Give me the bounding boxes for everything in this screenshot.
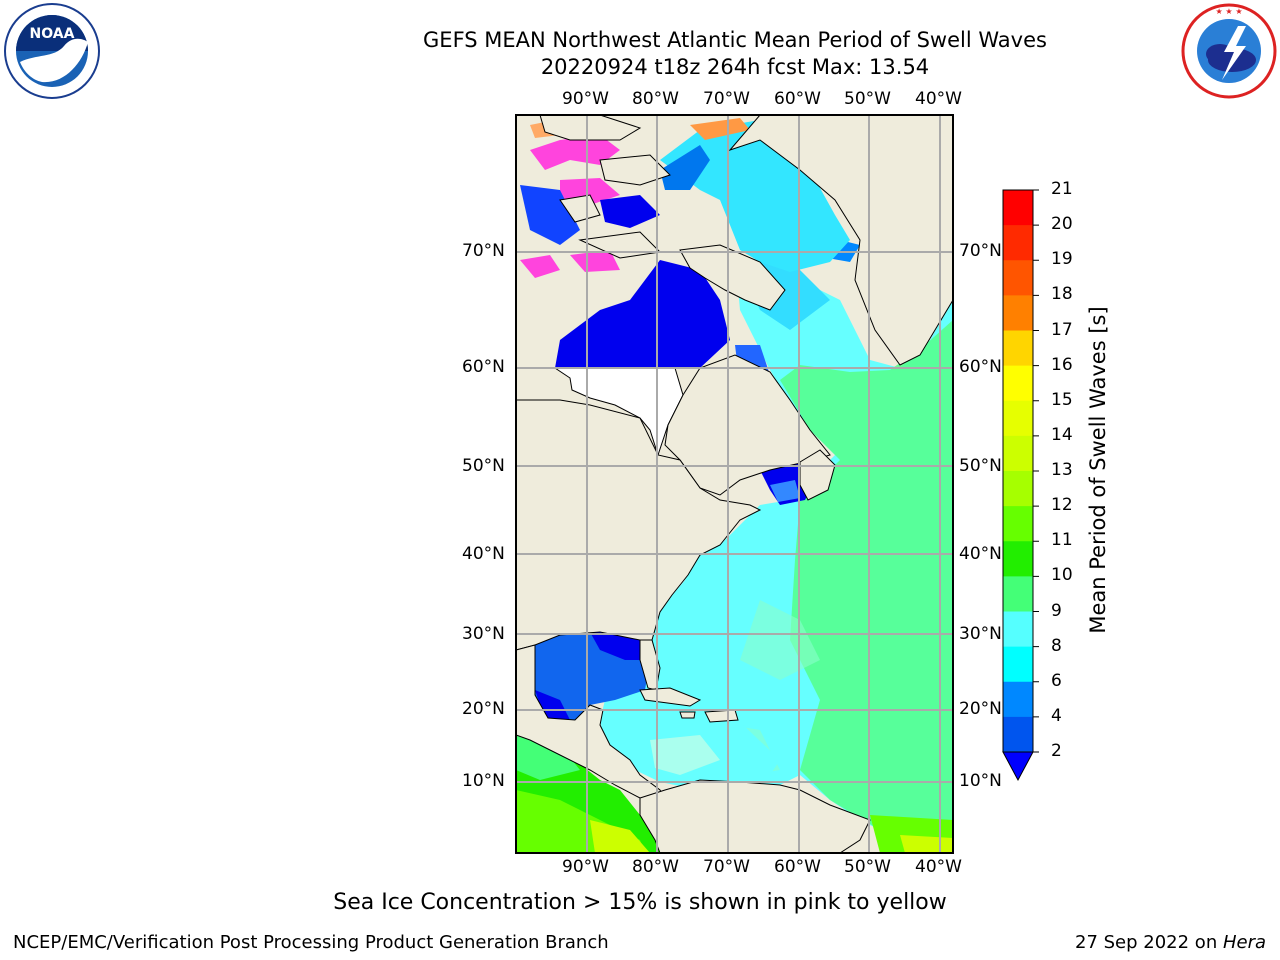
lon-label-top: 40°W — [915, 89, 962, 109]
lat-label-right: 60°N — [959, 357, 1002, 377]
lat-label-left: 30°N — [462, 624, 505, 644]
lon-label-top: 70°W — [703, 89, 750, 109]
colorbar-tick-label: 17 — [1051, 319, 1073, 340]
colorbar-tick-label: 9 — [1051, 600, 1062, 621]
colorbar-tick-label: 6 — [1051, 670, 1062, 691]
colorbar-band — [1003, 611, 1033, 648]
colorbar-tick-label: 10 — [1051, 565, 1073, 586]
map-subtitle: 20220924 t18z 264h fcst Max: 13.54 — [540, 55, 930, 79]
map-title: GEFS MEAN Northwest Atlantic Mean Period… — [423, 28, 1047, 52]
cuba — [639, 687, 702, 707]
colorbar-tick-label: 12 — [1051, 495, 1073, 516]
colorbar-tick-label: 16 — [1051, 354, 1073, 375]
colorbar-band — [1003, 646, 1033, 683]
noaa-logo-text: NOAA — [30, 26, 75, 42]
lat-label-right: 70°N — [959, 241, 1002, 261]
noaa-logo: NOAA — [4, 3, 100, 99]
lat-label-right: 30°N — [959, 624, 1002, 644]
lon-label-bottom: 40°W — [915, 857, 962, 877]
colorbar-band — [1003, 471, 1033, 507]
colorbar-band — [1003, 576, 1033, 612]
colorbar-band — [1003, 681, 1033, 718]
colorbar-band — [1003, 330, 1033, 367]
colorbar-tick-label: 19 — [1051, 249, 1073, 270]
lon-label-top: 90°W — [562, 89, 609, 109]
colorbar-band — [1003, 400, 1033, 437]
arctic-islands — [599, 154, 671, 186]
colorbar-tick-label: 4 — [1051, 705, 1062, 726]
colorbar-tick-label: 8 — [1051, 635, 1062, 656]
lon-label-bottom: 90°W — [562, 857, 609, 877]
lat-label-right: 50°N — [959, 456, 1002, 476]
lon-label-bottom: 80°W — [632, 857, 679, 877]
lat-label-left: 70°N — [462, 241, 505, 261]
lon-label-bottom: 70°W — [703, 857, 750, 877]
lat-label-left: 60°N — [462, 357, 505, 377]
credit-text: NCEP/EMC/Verification Post Processing Pr… — [13, 932, 609, 953]
lon-label-top: 50°W — [844, 89, 891, 109]
south-america — [639, 779, 871, 853]
nws-logo: ★ ★ ★ — [1181, 3, 1277, 99]
hudson-bay — [555, 260, 730, 368]
lon-label-bottom: 60°W — [774, 857, 821, 877]
date-stamp: 27 Sep 2022 on Hera — [1075, 932, 1266, 953]
colorbar-band — [1003, 190, 1033, 226]
colorbar-band — [1003, 541, 1033, 577]
colorbar-band — [1003, 295, 1033, 331]
colorbar-band — [1003, 225, 1033, 261]
machine-name: Hera — [1222, 932, 1266, 953]
colorbar — [1002, 189, 1039, 782]
mexico-central-america — [516, 644, 666, 801]
colorbar-band — [1003, 260, 1033, 296]
greenland — [728, 115, 953, 366]
colorbar-tick-label: 21 — [1051, 179, 1073, 199]
colorbar-tick-label: 20 — [1051, 214, 1073, 235]
sea-ice-pink — [530, 135, 620, 170]
gridlines — [516, 115, 953, 853]
colorbar-tick-label: 14 — [1051, 424, 1073, 445]
svg-text:★ ★ ★: ★ ★ ★ — [1215, 7, 1242, 16]
lat-label-left: 10°N — [462, 771, 505, 791]
map-frame — [515, 114, 954, 854]
lon-label-top: 60°W — [774, 89, 821, 109]
colorbar-extend-arrow — [1002, 751, 1034, 782]
colorbar-label: Mean Period of Swell Waves [s] — [1086, 306, 1110, 634]
colorbar-band — [1003, 506, 1033, 542]
lat-label-right: 40°N — [959, 544, 1002, 564]
lon-label-bottom: 50°W — [844, 857, 891, 877]
lat-label-right: 20°N — [959, 699, 1002, 719]
colorbar-tick-label: 11 — [1051, 530, 1073, 551]
baffin-island — [679, 244, 786, 311]
colorbar-tick-label: 2 — [1051, 741, 1062, 761]
sea-ice-note: Sea Ice Concentration > 15% is shown in … — [333, 890, 947, 915]
date-text: 27 Sep 2022 on — [1075, 932, 1223, 953]
lat-label-right: 10°N — [959, 771, 1002, 791]
colorbar-band — [1003, 716, 1033, 753]
lon-label-top: 80°W — [632, 89, 679, 109]
ocean-green-zone — [780, 320, 953, 845]
lat-label-left: 40°N — [462, 544, 505, 564]
colorbar-tick-label: 13 — [1051, 460, 1073, 480]
colorbar-tick-label: 18 — [1051, 284, 1073, 305]
lat-label-left: 20°N — [462, 699, 505, 719]
colorbar-band — [1003, 365, 1033, 402]
lat-label-left: 50°N — [462, 456, 505, 476]
colorbar-band — [1003, 435, 1033, 472]
colorbar-tick-label: 15 — [1051, 389, 1073, 410]
